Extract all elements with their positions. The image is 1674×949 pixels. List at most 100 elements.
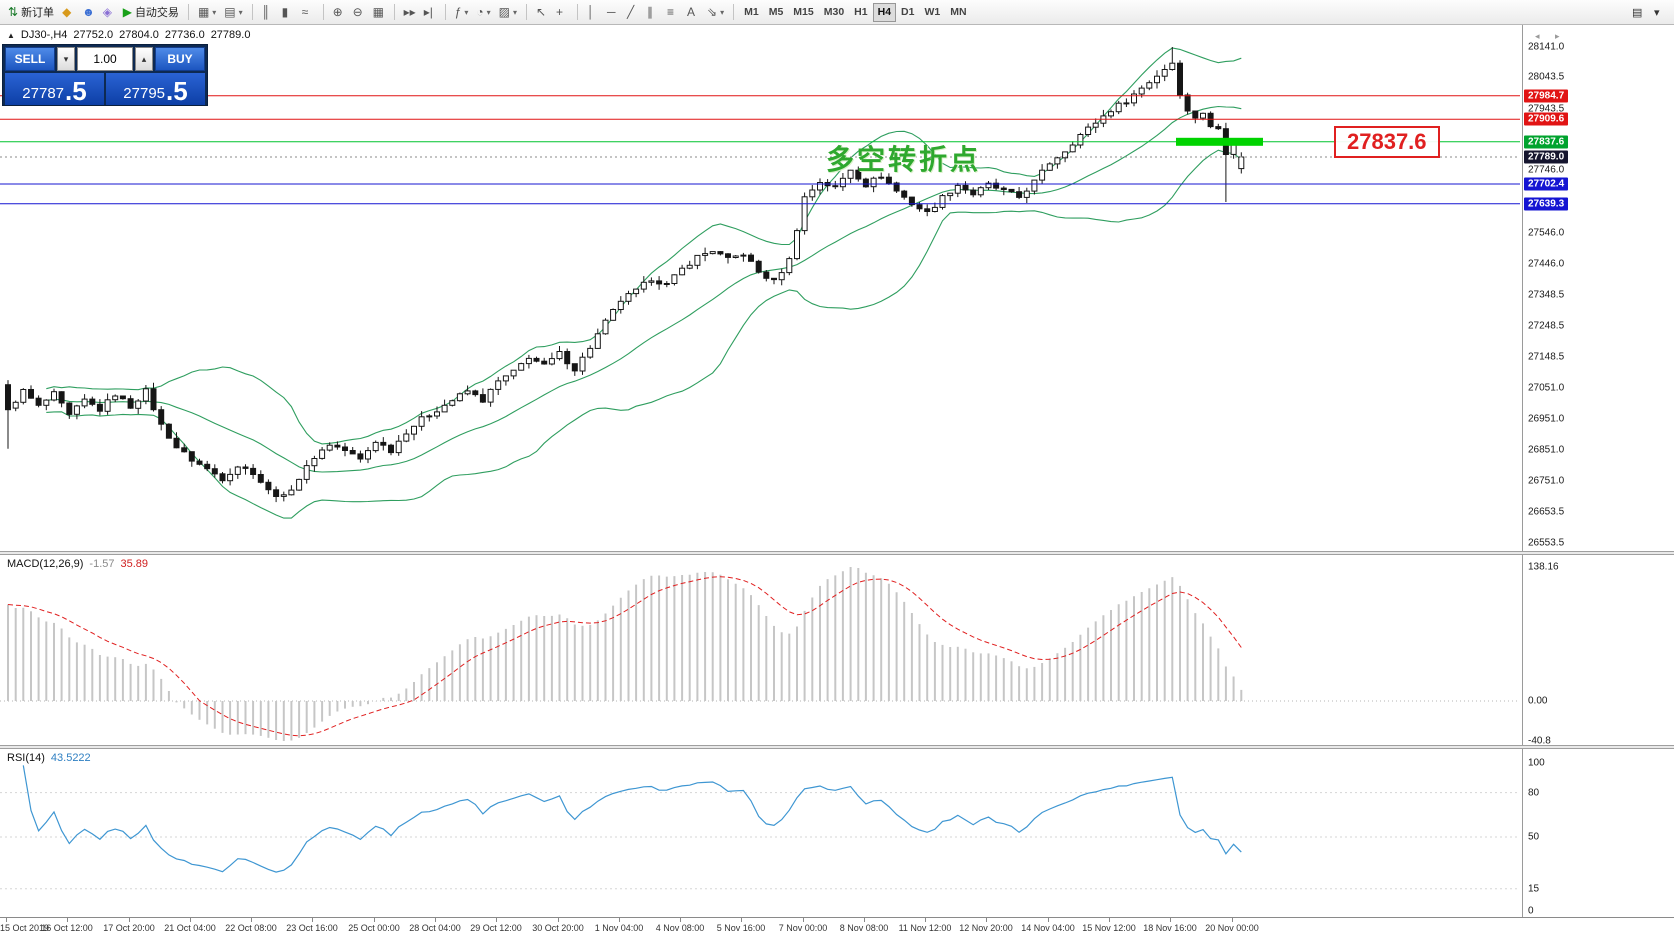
price-badge: 27984.7 [1524,89,1569,103]
timeframe-w1-button[interactable]: W1 [919,3,945,22]
price-level-flag[interactable]: 27837.6 [1334,126,1440,158]
zoom-out-button[interactable]: ⊖ [349,2,369,22]
alerts-button[interactable]: ◈ [99,2,119,22]
auto-scroll-button[interactable]: ▸▸ [400,2,420,22]
indicators-button[interactable]: ƒ ▾ [451,2,473,22]
time-label: 21 Oct 04:00 [164,923,216,933]
toolbar-right: ▤ ▾ [1628,2,1670,22]
timeframe-m15-button[interactable]: M15 [788,3,818,22]
scroll-left-icon[interactable]: ◂ [1535,31,1540,41]
sell-price-display[interactable]: 27787 .5 [5,73,104,105]
time-label: 30 Oct 20:00 [532,923,584,933]
time-label: 28 Oct 04:00 [409,923,461,933]
candlestick-chart-button[interactable]: ▮ [278,2,298,22]
window-menu-button[interactable]: ▤ [1628,2,1648,22]
rsi-axis-label: 80 [1528,787,1540,799]
timeframe-h4-button[interactable]: H4 [872,2,897,22]
fibonacci-button[interactable]: ≡ [663,2,683,22]
panel-divider-rsi[interactable] [0,745,1674,749]
sell-price-pips: .5 [65,75,87,106]
time-label: 22 Oct 08:00 [225,923,277,933]
time-tick [864,918,865,922]
autotrading-button[interactable]: ▶ 自动交易 [119,2,183,22]
ohlc-high: 27804.0 [119,29,159,41]
volume-input[interactable] [77,47,133,71]
chart-text-annotation[interactable]: 多空转折点 [826,144,982,175]
tile-windows-icon: ▦ [372,5,384,19]
buy-price-pips: .5 [166,75,188,106]
toolbar-separator [251,4,253,20]
time-tick [986,918,987,922]
timeframe-m5-button[interactable]: M5 [764,3,789,22]
chart-shift-button[interactable]: ▸| [420,2,440,22]
channel-icon: ∥ [647,5,654,19]
rsi-indicator-label: RSI(14) 43.5222 [7,752,91,764]
new-order-button[interactable]: ⇅ 新订单 [4,2,58,22]
zoom-out-icon: ⊖ [352,5,363,19]
time-tick [925,918,926,922]
toolbar-separator [322,4,324,20]
price-axis-label: 27051.0 [1528,382,1565,394]
zoom-in-icon: ⊕ [332,5,343,19]
channel-button[interactable]: ∥ [643,2,663,22]
sell-button[interactable]: SELL [5,47,55,71]
rsi-axis-label: 100 [1528,757,1545,769]
timeframe-m30-button[interactable]: M30 [819,3,849,22]
timeframe-d1-button[interactable]: D1 [896,3,919,22]
auto-scroll-icon: ▸▸ [403,5,416,19]
chart-plot-area[interactable] [0,25,1522,949]
timeframe-m1-button[interactable]: M1 [739,3,764,22]
time-tick [251,918,252,922]
accounts-icon: ☻ [82,5,95,19]
accounts-button[interactable]: ☻ [78,2,99,22]
favorites-button[interactable]: ◆ [58,2,78,22]
vertical-line-button[interactable]: │ [583,2,603,22]
price-axis-label: 27148.5 [1528,351,1565,363]
toolbar-separator [526,4,528,20]
tile-windows-button[interactable]: ▦ [369,2,389,22]
text-button[interactable]: A [683,2,703,22]
price-axis-label: 26751.0 [1528,475,1565,487]
time-label: 15 Oct 2019 [0,923,50,933]
time-label: 14 Nov 04:00 [1021,923,1075,933]
buy-button[interactable]: BUY [155,47,205,71]
rsi-name: RSI(14) [7,752,45,764]
volume-up-button[interactable]: ▴ [135,47,153,71]
crosshair-icon: + [556,5,564,19]
time-tick [741,918,742,922]
profiles-button[interactable]: ▤ ▾ [220,2,246,22]
timeframe-h1-button[interactable]: H1 [849,3,872,22]
more-button[interactable]: ▾ [1650,2,1670,22]
price-badge: 27909.6 [1524,112,1569,126]
periods-button[interactable]: ◔ ▾ [472,2,494,22]
price-scale[interactable]: 28141.0 28043.5 27943.5 27746.0 27546.0 27446… [1522,25,1674,949]
line-chart-button[interactable]: ≈ [298,2,318,22]
crosshair-button[interactable]: + [552,2,572,22]
zoom-in-button[interactable]: ⊕ [329,2,349,22]
horizontal-line-button[interactable]: ─ [603,2,623,22]
chart-ohlc-title: ▲ DJ30-,H4 27752.0 27804.0 27736.0 27789… [7,29,250,41]
macd-axis-label: 138.16 [1528,561,1559,573]
sell-price-main: 27787 [22,85,65,102]
templates-button[interactable]: ▨ ▾ [495,2,521,22]
buy-price-display[interactable]: 27795 .5 [106,73,205,105]
bar-chart-button[interactable]: ║ [258,2,278,22]
arrows-button[interactable]: ⇘ ▾ [703,2,728,22]
scroll-right-icon[interactable]: ▸ [1555,31,1560,41]
time-tick [67,918,68,922]
toolbar-separator [393,4,395,20]
time-tick [1048,918,1049,922]
ohlc-low: 27736.0 [164,29,205,41]
cursor-button[interactable]: ↖ [532,2,552,22]
toolbar-separator [733,4,735,20]
trendline-button[interactable]: ╱ [623,2,643,22]
rsi-axis-label: 15 [1528,883,1540,895]
time-scale[interactable]: 15 Oct 2019 16 Oct 12:00 17 Oct 20:00 21 Oc… [0,917,1674,949]
volume-down-button[interactable]: ▾ [57,47,75,71]
trade-panel-collapse-icon[interactable]: ▲ [7,30,15,40]
toolbar-separator [577,4,579,20]
new-chart-button[interactable]: ▦ ▾ [194,2,220,22]
timeframe-mn-button[interactable]: MN [945,3,971,22]
panel-divider-macd[interactable] [0,551,1674,555]
price-axis-label: 28141.0 [1528,41,1565,53]
